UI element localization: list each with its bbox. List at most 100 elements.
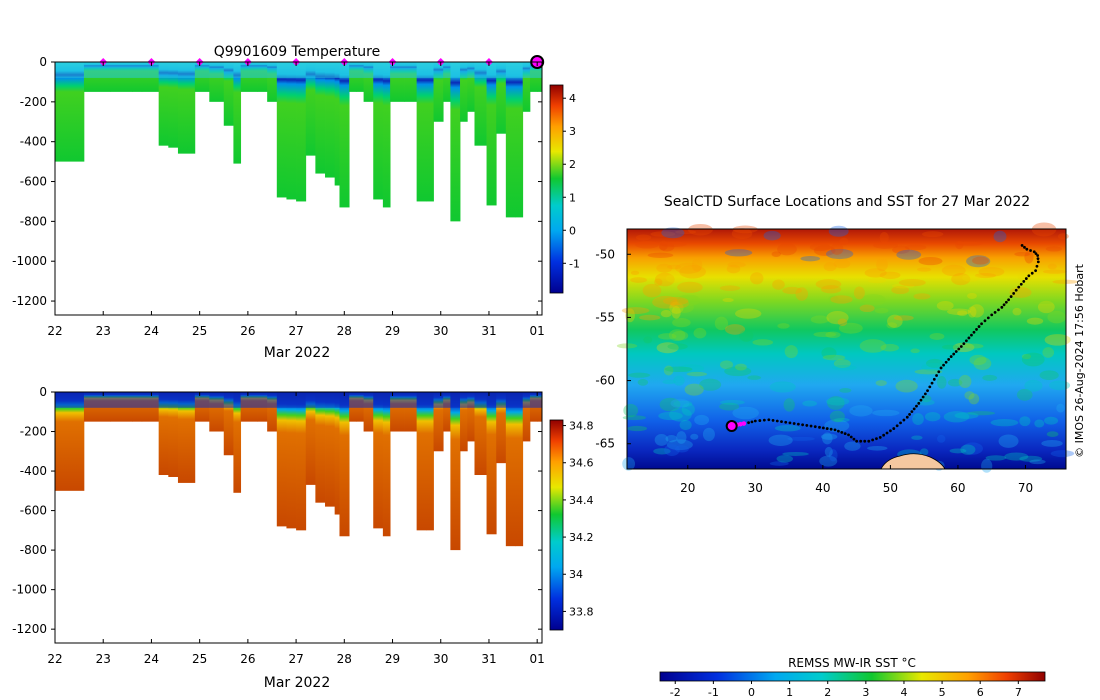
sst-eddy bbox=[667, 343, 688, 350]
salinity-profiles bbox=[55, 392, 543, 551]
sst-eddy bbox=[1019, 455, 1043, 462]
y-tick-label: -400 bbox=[20, 464, 47, 478]
track-point bbox=[1036, 260, 1040, 264]
map-y-tick-label: -60 bbox=[595, 374, 615, 388]
sst-eddy bbox=[1017, 271, 1034, 282]
colorbar-tick-label: 33.8 bbox=[569, 605, 594, 618]
track-point bbox=[967, 336, 971, 340]
sst-eddy bbox=[1047, 310, 1067, 324]
track-point bbox=[959, 345, 963, 348]
sst-eddy bbox=[763, 230, 781, 241]
profile-bar bbox=[382, 392, 391, 537]
track-point bbox=[910, 410, 914, 414]
sst-eddy bbox=[820, 433, 838, 440]
sst-eddy bbox=[838, 322, 863, 334]
track-point bbox=[962, 342, 966, 346]
sst-eddy bbox=[978, 266, 1005, 277]
sst-eddy bbox=[622, 457, 636, 471]
profile-bar bbox=[223, 62, 234, 126]
sst-eddy bbox=[968, 393, 980, 405]
profile-bar bbox=[467, 62, 475, 112]
sst-eddy bbox=[1050, 450, 1075, 458]
profile-bar bbox=[522, 392, 531, 442]
sst-eddy bbox=[679, 264, 706, 279]
track-point bbox=[796, 422, 800, 426]
x-tick-label: 27 bbox=[288, 324, 303, 338]
track-point bbox=[843, 432, 847, 436]
profile-bar bbox=[286, 62, 297, 200]
x-tick-label: 30 bbox=[433, 652, 448, 666]
sst-eddy bbox=[825, 248, 854, 260]
sst-eddy bbox=[659, 242, 675, 252]
sst-eddy bbox=[826, 311, 849, 325]
sst-eddy bbox=[719, 402, 740, 411]
sst-eddy bbox=[654, 434, 669, 446]
sst-eddy bbox=[993, 230, 1007, 243]
profile-bar bbox=[339, 392, 350, 537]
track-point bbox=[957, 347, 961, 351]
track-point bbox=[917, 401, 921, 405]
sst-eddy bbox=[666, 439, 693, 451]
profile-bar bbox=[55, 392, 85, 491]
map-x-tick-label: 30 bbox=[748, 481, 763, 495]
profile-bar bbox=[373, 62, 384, 200]
sst-eddy bbox=[813, 245, 836, 256]
sst-texture bbox=[616, 222, 1079, 473]
sst-colorbar-tick-label: 3 bbox=[862, 686, 869, 699]
profile-bar bbox=[515, 392, 524, 547]
sst-eddy bbox=[676, 294, 701, 306]
sst-eddy bbox=[630, 270, 640, 275]
track-point bbox=[1020, 244, 1024, 247]
profile-bar bbox=[325, 62, 336, 178]
sst-eddy bbox=[833, 259, 851, 269]
track-point bbox=[825, 427, 829, 430]
profile-bar bbox=[55, 62, 85, 162]
track-point bbox=[993, 310, 997, 314]
track-point bbox=[908, 413, 911, 416]
sst-eddy bbox=[839, 237, 849, 246]
sst-eddy bbox=[686, 371, 707, 377]
track-point bbox=[1023, 245, 1026, 249]
colorbar-tick-label: -1 bbox=[569, 257, 580, 270]
y-tick-label: -1000 bbox=[12, 254, 47, 268]
surface-layer bbox=[55, 392, 542, 408]
profile-bar bbox=[443, 62, 451, 102]
track-point bbox=[1035, 264, 1039, 268]
track-point bbox=[821, 426, 825, 430]
track-point bbox=[867, 439, 871, 443]
sst-eddy bbox=[676, 431, 687, 444]
track-point bbox=[939, 366, 943, 370]
sst-eddy bbox=[824, 446, 833, 457]
temperature-axes: 0 -200 -400 -600 -800 -1000 -1200 22 23 24 25 26 27 2… bbox=[12, 55, 545, 338]
sst-eddy bbox=[943, 411, 970, 423]
sst-eddy bbox=[752, 339, 774, 346]
sst-eddy bbox=[1037, 300, 1055, 314]
sst-eddy bbox=[828, 225, 849, 237]
track-point bbox=[915, 404, 918, 408]
profile-bar bbox=[168, 62, 179, 148]
sst-eddy bbox=[918, 256, 943, 266]
profile-bar bbox=[416, 392, 427, 531]
profile-bar bbox=[382, 62, 391, 208]
sst-eddy bbox=[691, 258, 703, 272]
profile-bar bbox=[416, 62, 427, 202]
profile-bar bbox=[450, 62, 461, 222]
sst-eddy bbox=[662, 296, 689, 306]
x-tick-label: 28 bbox=[337, 324, 352, 338]
sst-eddy bbox=[956, 241, 983, 246]
y-tick-label: -800 bbox=[20, 214, 47, 228]
track-point bbox=[919, 398, 923, 402]
sst-eddy bbox=[982, 374, 998, 381]
sst-eddy bbox=[1016, 388, 1033, 401]
y-tick-label: -1200 bbox=[12, 294, 47, 308]
sst-eddy bbox=[969, 304, 985, 318]
sst-eddy bbox=[844, 441, 861, 451]
sst-eddy bbox=[898, 278, 926, 287]
profile-bar bbox=[515, 62, 524, 218]
x-tick-label: 26 bbox=[240, 652, 255, 666]
sst-eddy bbox=[665, 435, 678, 443]
sst-eddy bbox=[714, 316, 729, 331]
track-point bbox=[932, 377, 936, 381]
sst-eddy bbox=[833, 359, 851, 369]
sst-eddy bbox=[650, 231, 676, 237]
